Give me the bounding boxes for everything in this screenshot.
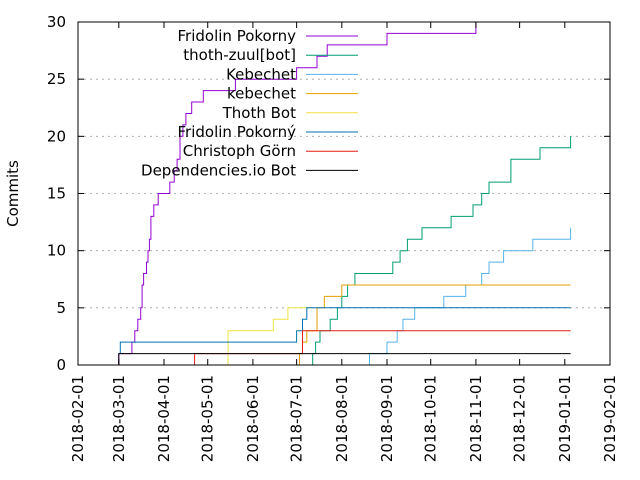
legend-label: Dependencies.io Bot	[141, 161, 296, 179]
x-tick-label: 2018-12-01	[511, 375, 529, 462]
x-axis: 2018-02-01 2018-03-01 2018-04-01 2018-05-01…	[69, 22, 619, 462]
legend-label: Christoph Görn	[183, 142, 296, 160]
series-line-2	[362, 227, 572, 366]
series-line-5	[118, 307, 571, 355]
y-tick-label: 30	[47, 13, 66, 31]
x-tick-label: 2018-04-01	[155, 375, 173, 462]
y-axis: 0 5 10 15 20 25 30	[47, 13, 610, 374]
y-tick-label: 10	[47, 242, 66, 260]
x-tick-label: 2018-05-01	[199, 375, 217, 462]
x-tick-label: 2018-09-01	[378, 375, 396, 462]
x-tick-label: 2018-06-01	[244, 375, 262, 462]
legend-label: thoth-zuul[bot]	[183, 46, 296, 64]
legend-label: Fridolin Pokorny	[178, 27, 297, 45]
x-tick-label: 2018-03-01	[110, 375, 128, 462]
y-tick-label: 25	[47, 70, 66, 88]
x-tick-label: 2018-11-01	[467, 375, 485, 462]
series-line-4	[227, 307, 313, 365]
series-line-0	[118, 21, 571, 365]
y-tick-label: 15	[47, 185, 66, 203]
legend-label: Fridolin Pokorný	[178, 123, 297, 141]
x-tick-label: 2018-10-01	[422, 375, 440, 462]
x-tick-label: 2019-01-01	[556, 375, 574, 462]
y-axis-title: Commits	[4, 160, 22, 227]
y-tick-label: 20	[47, 127, 66, 145]
x-tick-label: 2018-07-01	[288, 375, 306, 462]
x-tick-label: 2018-08-01	[333, 375, 351, 462]
y-tick-label: 0	[56, 356, 66, 374]
x-tick-label: 2019-02-01	[601, 375, 619, 462]
x-tick-label: 2018-02-01	[69, 375, 87, 462]
legend-label: kebechet	[227, 85, 296, 103]
y-tick-label: 5	[56, 299, 66, 317]
legend-label: Thoth Bot	[222, 104, 296, 122]
legend-label: Kebechet	[226, 65, 296, 83]
